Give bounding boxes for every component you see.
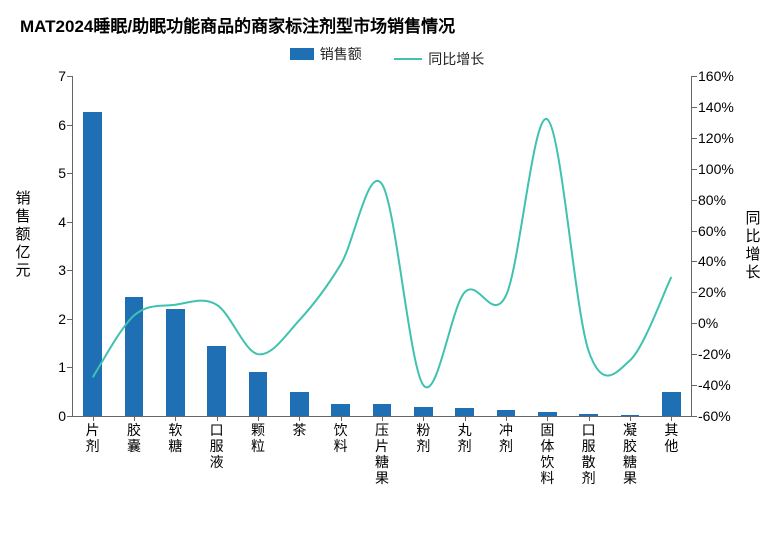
y-right-tick-mark bbox=[692, 200, 697, 201]
x-category-label: 颗粒 bbox=[249, 422, 267, 454]
x-tick-mark bbox=[506, 416, 507, 421]
y-right-tick-mark bbox=[692, 231, 697, 232]
y-left-tick: 2 bbox=[58, 311, 66, 327]
chart-title: MAT2024睡眠/助眠功能商品的商家标注剂型市场销售情况 bbox=[20, 12, 455, 37]
x-category-label: 固体饮料 bbox=[538, 422, 556, 486]
y-right-tick: -60% bbox=[698, 408, 731, 424]
y-right-tick-mark bbox=[692, 385, 697, 386]
x-category-label: 压片糖果 bbox=[373, 422, 391, 486]
x-tick-mark bbox=[630, 416, 631, 421]
x-tick-mark bbox=[671, 416, 672, 421]
x-tick-mark bbox=[175, 416, 176, 421]
x-category-label: 粉剂 bbox=[414, 422, 432, 454]
x-category-label: 软糖 bbox=[166, 422, 184, 454]
y-right-tick: 160% bbox=[698, 68, 734, 84]
x-tick-mark bbox=[299, 416, 300, 421]
x-tick-mark bbox=[258, 416, 259, 421]
x-category-label: 丸剂 bbox=[456, 422, 474, 454]
y-right-tick-mark bbox=[692, 169, 697, 170]
y-left-tick: 3 bbox=[58, 262, 66, 278]
x-category-label: 凝胶糖果 bbox=[621, 422, 639, 486]
legend-swatch-line bbox=[394, 58, 422, 60]
x-tick-mark bbox=[217, 416, 218, 421]
x-category-label: 片剂 bbox=[84, 422, 102, 454]
x-category-label: 口服散剂 bbox=[580, 422, 598, 486]
legend-swatch-bar bbox=[290, 48, 314, 60]
y-axis-right-label: 同比增长 bbox=[744, 210, 762, 282]
x-category-label: 口服液 bbox=[208, 422, 226, 470]
y-right-tick: 80% bbox=[698, 192, 726, 208]
y-right-tick-mark bbox=[692, 107, 697, 108]
plot-area: 01234567-60%-40%-20%0%20%40%60%80%100%12… bbox=[72, 76, 692, 416]
y-right-tick: -40% bbox=[698, 377, 731, 393]
legend-item-bar: 销售额 bbox=[290, 44, 362, 64]
y-left-tick: 1 bbox=[58, 359, 66, 375]
chart-container: MAT2024睡眠/助眠功能商品的商家标注剂型市场销售情况 销售额 同比增长 销… bbox=[0, 0, 774, 536]
y-axis-left-label: 销售额亿元 bbox=[14, 190, 32, 280]
y-right-tick: 20% bbox=[698, 284, 726, 300]
y-left-tick: 4 bbox=[58, 214, 66, 230]
x-tick-mark bbox=[589, 416, 590, 421]
yoy-line bbox=[93, 119, 672, 387]
y-right-tick-mark bbox=[692, 416, 697, 417]
y-right-tick-mark bbox=[692, 323, 697, 324]
y-right-tick: -20% bbox=[698, 346, 731, 362]
y-right-tick-mark bbox=[692, 76, 697, 77]
x-category-label: 冲剂 bbox=[497, 422, 515, 454]
x-tick-mark bbox=[382, 416, 383, 421]
y-right-tick: 0% bbox=[698, 315, 718, 331]
y-left-tick: 5 bbox=[58, 165, 66, 181]
legend-label-bar: 销售额 bbox=[320, 44, 362, 64]
x-tick-mark bbox=[547, 416, 548, 421]
x-tick-mark bbox=[465, 416, 466, 421]
x-tick-mark bbox=[93, 416, 94, 421]
x-category-label: 茶 bbox=[290, 422, 308, 438]
x-category-label: 胶囊 bbox=[125, 422, 143, 454]
x-tick-mark bbox=[423, 416, 424, 421]
y-right-tick-mark bbox=[692, 138, 697, 139]
x-tick-mark bbox=[341, 416, 342, 421]
y-right-tick: 60% bbox=[698, 223, 726, 239]
y-left-tick-mark bbox=[67, 416, 72, 417]
y-right-tick: 140% bbox=[698, 99, 734, 115]
y-left-tick: 7 bbox=[58, 68, 66, 84]
y-right-tick-mark bbox=[692, 292, 697, 293]
y-right-tick-mark bbox=[692, 354, 697, 355]
x-category-label: 其他 bbox=[662, 422, 680, 454]
legend-label-line: 同比增长 bbox=[428, 49, 484, 69]
legend-item-line: 同比增长 bbox=[394, 49, 484, 69]
legend: 销售额 同比增长 bbox=[0, 44, 774, 69]
y-right-tick: 120% bbox=[698, 130, 734, 146]
x-category-label: 饮料 bbox=[332, 422, 350, 454]
y-right-tick: 40% bbox=[698, 253, 726, 269]
line-svg bbox=[72, 76, 692, 416]
y-left-tick: 0 bbox=[58, 408, 66, 424]
y-right-tick: 100% bbox=[698, 161, 734, 177]
y-left-tick: 6 bbox=[58, 117, 66, 133]
x-tick-mark bbox=[134, 416, 135, 421]
y-right-tick-mark bbox=[692, 261, 697, 262]
